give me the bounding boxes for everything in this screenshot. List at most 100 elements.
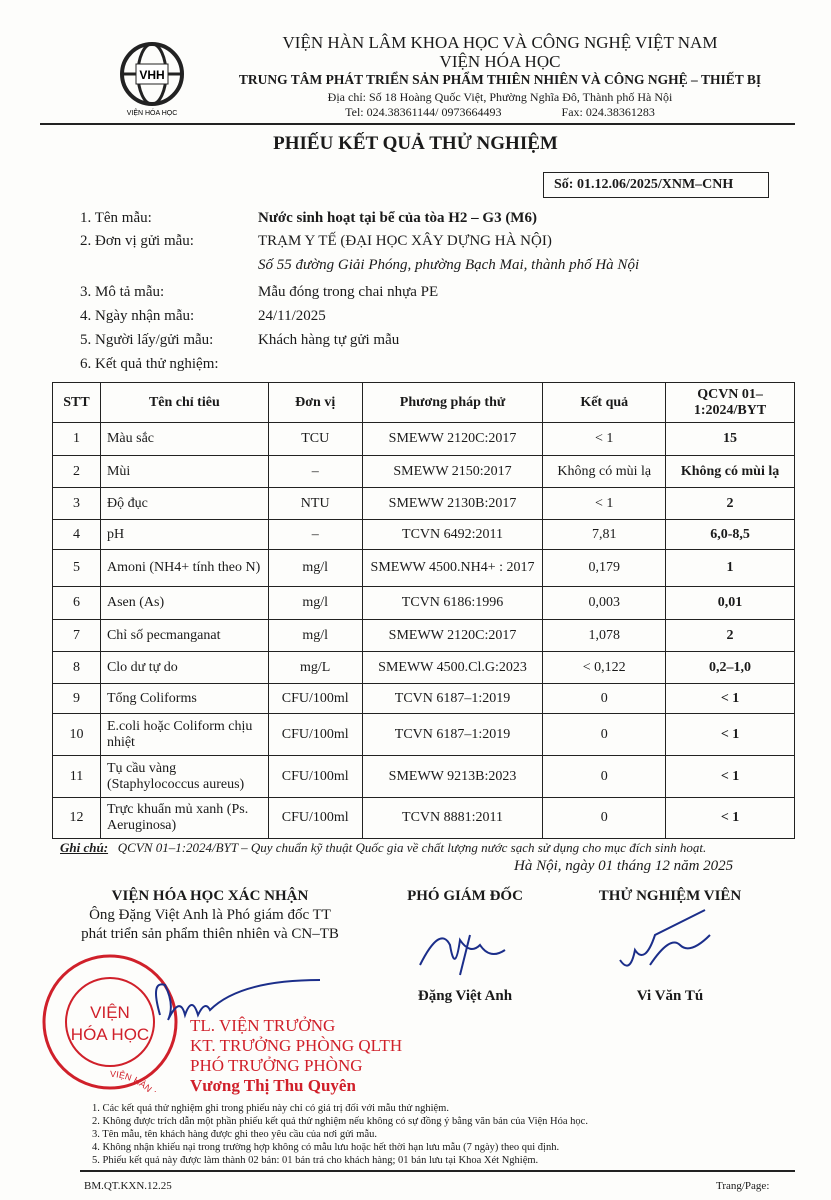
note-text: QCVN 01–1:2024/BYT – Quy chuẩn kỹ thuật …: [117, 840, 707, 855]
result: < 0,122: [542, 651, 667, 684]
row-number: 5: [52, 549, 101, 587]
document-number: Số: 01.12.06/2025/XNM–CNH: [543, 172, 769, 198]
tester-title: THỬ NGHIỆM VIÊN: [598, 888, 742, 904]
footnote: 5. Phiếu kết quả này được làm thành 02 b…: [92, 1155, 539, 1166]
parameter-name: pH: [99, 519, 269, 550]
row-number: 10: [52, 713, 101, 756]
table-row: 4 pH – TCVN 6492:2011 7,81 6,0-8,5: [52, 519, 795, 550]
parameter-name: Clo dư tự do: [99, 651, 269, 684]
confirm-line1: Ông Đặng Việt Anh là Phó giám đốc TT: [89, 907, 331, 923]
svg-text:HÓA HỌC: HÓA HỌC: [71, 1025, 149, 1044]
row-number: 4: [52, 519, 101, 550]
row-number: 3: [52, 487, 101, 520]
header-center: TRUNG TÂM PHÁT TRIỂN SẢN PHẨM THIÊN NHIÊ…: [238, 72, 762, 87]
page-title: PHIẾU KẾT QUẢ THỬ NGHIỆM: [273, 133, 558, 154]
parameter-name: Màu sắc: [99, 422, 269, 456]
parameter-name: Tổng Coliforms: [99, 683, 269, 714]
stamp-line1: TL. VIỆN TRƯỞNG: [190, 1016, 336, 1035]
table-row: 7 Chỉ số pecmanganat mg/l SMEWW 2120C:2017 1…: [52, 619, 795, 652]
result: 0: [542, 713, 667, 756]
row-number: 9: [52, 683, 101, 714]
column-header: STT: [52, 382, 101, 423]
row-number: 2: [52, 455, 101, 488]
info-label: 2. Đơn vị gửi mẫu:: [80, 233, 194, 249]
svg-text:VIỆN HÓA HỌC: VIỆN HÓA HỌC: [127, 108, 178, 117]
standard-limit: 6,0-8,5: [665, 519, 795, 550]
test-method: TCVN 6186:1996: [361, 586, 544, 620]
institute-logo: VHH VIỆN HÓA HỌC: [112, 38, 192, 118]
table-row: 10 E.coli hoặc Coliform chịu nhiệt CFU/100…: [52, 713, 795, 756]
column-header: Phương pháp thử: [361, 382, 544, 423]
unit: CFU/100ml: [267, 713, 363, 756]
header-divider: [40, 123, 795, 125]
table-row: 8 Clo dư tự do mg/L SMEWW 4500.Cl.G:2023 < 0…: [52, 651, 795, 684]
result: < 1: [542, 487, 667, 520]
note: Ghi chú: QCVN 01–1:2024/BYT – Quy chuẩn …: [60, 840, 706, 856]
info-value: Mẫu đóng trong chai nhựa PE: [258, 284, 439, 300]
standard-limit: < 1: [665, 797, 795, 839]
info-value: 24/11/2025: [258, 308, 326, 324]
fax: Fax: 024.38361283: [561, 105, 655, 119]
footnote: 4. Không nhận khiếu nại trong trường hợp…: [92, 1142, 560, 1153]
unit: mg/l: [267, 586, 363, 620]
result: < 1: [542, 422, 667, 456]
note-label: Ghi chú:: [60, 840, 109, 855]
tester-signature: [619, 909, 711, 967]
unit: mg/l: [267, 549, 363, 587]
standard-limit: < 1: [665, 683, 795, 714]
unit: CFU/100ml: [267, 797, 363, 839]
confirm-title: VIỆN HÓA HỌC XÁC NHẬN: [111, 888, 309, 904]
info-label: 1. Tên mẫu:: [80, 210, 152, 226]
footnote: 3. Tên mẫu, tên khách hàng được ghi theo…: [92, 1129, 378, 1140]
parameter-name: Mùi: [99, 455, 269, 488]
column-header: Kết quả: [542, 382, 667, 423]
info-value: Nước sinh hoạt tại bể của tòa H2 – G3 (M…: [258, 210, 537, 226]
stamp-line2: KT. TRƯỞNG PHÒNG QLTH: [190, 1036, 403, 1055]
standard-limit: 2: [665, 487, 795, 520]
info-label: 5. Người lấy/gửi mẫu:: [80, 332, 214, 348]
result: 7,81: [542, 519, 667, 550]
result: 0: [542, 755, 667, 798]
unit: TCU: [267, 422, 363, 456]
table-row: 11 Tụ cầu vàng (Staphylococcus aureus) CFU…: [52, 755, 795, 798]
confirm-signature: [155, 979, 320, 1021]
test-method: SMEWW 9213B:2023: [361, 755, 544, 798]
test-method: SMEWW 2130B:2017: [361, 487, 544, 520]
svg-text:VHH: VHH: [139, 68, 164, 82]
row-number: 12: [52, 797, 101, 839]
row-number: 8: [52, 651, 101, 684]
table-row: 5 Amoni (NH4+ tính theo N) mg/l SMEWW 4500.…: [52, 549, 795, 587]
standard-limit: 2: [665, 619, 795, 652]
info-label: 4. Ngày nhận mẫu:: [80, 308, 195, 324]
test-method: SMEWW 4500.NH4+ : 2017: [361, 549, 544, 587]
test-method: SMEWW 4500.Cl.G:2023: [361, 651, 544, 684]
unit: –: [267, 519, 363, 550]
header-institute: VIỆN HÓA HỌC: [439, 52, 561, 71]
test-method: SMEWW 2120C:2017: [361, 422, 544, 456]
result: 0,179: [542, 549, 667, 587]
result: 1,078: [542, 619, 667, 652]
result: 0: [542, 683, 667, 714]
unit: mg/L: [267, 651, 363, 684]
standard-limit: Không có mùi lạ: [665, 455, 795, 488]
table-row: 9 Tổng Coliforms CFU/100ml TCVN 6187–1:2019…: [52, 683, 795, 714]
confirm-line2: phát triển sản phẩm thiên nhiên và CN–TB: [81, 926, 339, 942]
svg-text:VIỆN: VIỆN: [90, 1003, 130, 1022]
tel: Tel: 024.38361144/ 0973664493: [345, 105, 502, 119]
standard-limit: 15: [665, 422, 795, 456]
standard-limit: 1: [665, 549, 795, 587]
column-header: Đơn vị: [267, 382, 363, 423]
info-value: Số 55 đường Giải Phóng, phường Bạch Mai,…: [258, 257, 640, 273]
deputy-name: Đặng Việt Anh: [417, 988, 513, 1004]
parameter-name: Độ đục: [99, 487, 269, 520]
column-header: Tên chỉ tiêu: [99, 382, 269, 423]
header-address: Địa chỉ: Số 18 Hoàng Quốc Việt, Phường N…: [327, 90, 673, 104]
results-table: STT Tên chỉ tiêu Đơn vị Phương pháp thử Kết …: [52, 382, 795, 839]
tester-name: Vi Văn Tú: [636, 988, 704, 1004]
standard-limit: < 1: [665, 755, 795, 798]
unit: NTU: [267, 487, 363, 520]
result: Không có mùi lạ: [542, 455, 667, 488]
parameter-name: Tụ cầu vàng (Staphylococcus aureus): [99, 755, 269, 798]
info-value: Khách hàng tự gửi mẫu: [258, 332, 400, 348]
